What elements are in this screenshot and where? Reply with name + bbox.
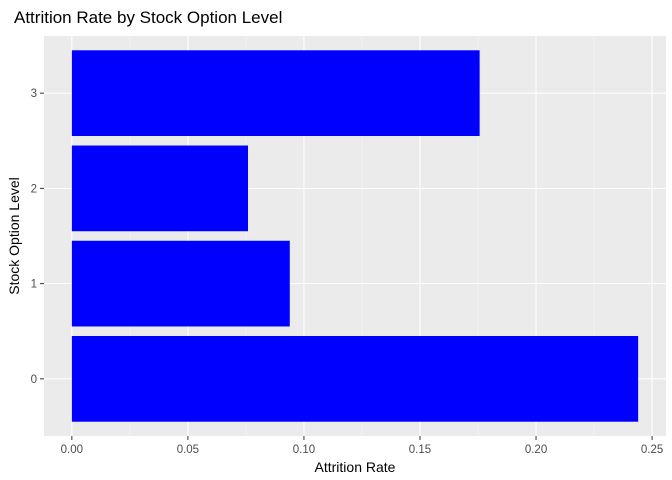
x-tick-label: 0.00 <box>61 444 83 456</box>
x-tick-label: 0.15 <box>409 444 431 456</box>
x-tick-label: 0.20 <box>525 444 547 456</box>
y-axis: 0 1 2 3 <box>31 88 44 386</box>
x-axis: 0.00 0.05 0.10 0.15 0.20 0.25 <box>61 436 663 456</box>
x-axis-title: Attrition Rate <box>315 459 396 475</box>
bars <box>71 50 639 422</box>
y-axis-title: Stock Option Level <box>6 177 22 295</box>
chart-title: Attrition Rate by Stock Option Level <box>14 8 282 27</box>
x-tick-label: 0.10 <box>293 444 315 456</box>
y-tick-label: 3 <box>31 88 37 100</box>
y-tick-label: 2 <box>31 183 37 195</box>
y-tick-label: 1 <box>31 279 37 291</box>
x-tick-label: 0.05 <box>177 444 199 456</box>
bar-stock-option-1 <box>71 240 290 327</box>
x-tick-label: 0.25 <box>641 444 663 456</box>
bar-stock-option-3 <box>71 50 480 136</box>
bar-stock-option-2 <box>71 145 249 232</box>
y-tick-label: 0 <box>31 374 37 386</box>
bar-stock-option-0 <box>71 336 639 422</box>
